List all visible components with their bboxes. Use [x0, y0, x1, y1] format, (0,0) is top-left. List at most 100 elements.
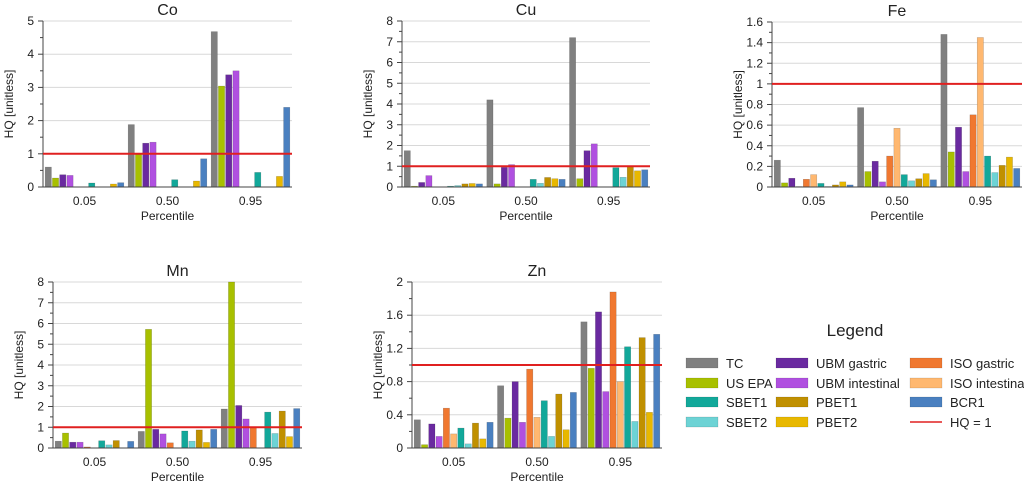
bar-zn-0.95-ubm-gastric: [595, 311, 602, 449]
bar-fe-0.95-iso-intestinal: [976, 37, 984, 188]
legend-label: UBM gastric: [816, 356, 887, 371]
bar-fe-0.05-ubm-gastric: [788, 177, 796, 188]
y-tick-label: 0.8: [386, 375, 403, 389]
bar-mn-0.95-pbet1: [278, 410, 286, 449]
legend-swatch: [775, 396, 809, 408]
bar-fe-0.95-ubm-intestinal: [962, 171, 970, 188]
chart-title: Fe: [888, 3, 907, 20]
x-tick-label: 0.05: [432, 194, 456, 208]
bar-zn-0.50-iso-intestinal: [533, 417, 541, 449]
y-axis-label: HQ [unitless]: [361, 70, 375, 139]
y-tick-label: 1.6: [746, 15, 763, 29]
y-tick-label: 3: [27, 80, 34, 94]
bar-co-0.95-bcr1: [283, 107, 291, 188]
y-tick-label: 1.4: [746, 36, 763, 50]
bar-mn-0.95-sbet1: [264, 411, 272, 449]
legend-swatch: [775, 416, 809, 428]
legend-label: PBET2: [816, 415, 857, 430]
bar-zn-0.50-tc: [497, 385, 505, 449]
x-axis-label: Percentile: [151, 470, 205, 484]
bar-zn-0.50-ubm-intestinal: [519, 422, 526, 449]
bar-fe-0.50-ubm-gastric: [871, 160, 879, 188]
bar-mn-0.95-pbet2: [286, 436, 293, 449]
legend-label: SBET1: [726, 395, 767, 410]
bar-fe-0.95-bcr1: [1013, 168, 1021, 188]
bar-mn-0.50-bcr1: [210, 429, 218, 449]
bar-mn-0.50-ubm-intestinal: [159, 433, 167, 449]
legend-item-ubm-intestinal: UBM intestinal: [775, 376, 900, 391]
legend-item-pbet1: PBET1: [775, 395, 857, 410]
bar-co-0.95-ubm-intestinal: [232, 70, 240, 188]
bar-fe-0.95-sbet2: [991, 172, 999, 188]
bar-fe-0.50-pbet2: [922, 173, 930, 188]
bar-mn-0.05-us-epa: [62, 432, 69, 449]
bar-zn-0.95-iso-intestinal: [616, 381, 624, 449]
y-tick-label: 6: [386, 56, 393, 70]
bar-zn-0.95-bcr1: [653, 334, 661, 449]
x-axis-label: Percentile: [510, 470, 564, 484]
bar-cu-0.50-bcr1: [558, 179, 566, 188]
y-tick-label: 4: [37, 358, 44, 372]
bar-zn-0.50-sbet1: [540, 400, 548, 449]
bar-cu-0.05-tc: [403, 150, 411, 188]
x-tick-label: 0.05: [73, 194, 97, 208]
bar-zn-0.95-sbet1: [624, 346, 631, 449]
legend-item-sbet1: SBET1: [685, 395, 767, 410]
bar-fe-0.50-pbet1: [915, 178, 923, 188]
bar-co-0.50-us-epa: [135, 154, 142, 188]
x-tick-label: 0.05: [83, 455, 107, 469]
bar-fe-0.50-ubm-intestinal: [879, 181, 886, 188]
y-axis-label: HQ [unitless]: [2, 70, 16, 139]
y-tick-label: 0: [37, 441, 44, 455]
y-tick-label: 5: [37, 337, 44, 351]
bar-cu-0.50-pbet2: [551, 178, 559, 188]
bar-zn-0.95-pbet1: [638, 337, 646, 449]
legend-swatch: [685, 416, 719, 428]
bar-zn-0.05-iso-gastric: [443, 407, 450, 449]
y-tick-label: 6: [37, 317, 44, 331]
legend-swatch: [685, 396, 719, 408]
y-tick-label: 2: [386, 139, 393, 153]
y-tick-label: 0.6: [746, 118, 763, 132]
y-tick-label: 8: [37, 275, 44, 289]
bar-zn-0.50-us-epa: [504, 417, 512, 449]
bar-fe-0.05-sbet1: [817, 183, 825, 188]
bar-mn-0.50-ubm-gastric: [152, 429, 160, 449]
chart-title: Mn: [166, 263, 188, 280]
legend-label: UBM intestinal: [816, 376, 900, 391]
y-axis-label: HQ [unitless]: [371, 331, 385, 400]
bar-co-0.05-tc: [44, 166, 52, 188]
legend-item-pbet2: PBET2: [775, 415, 857, 430]
bar-zn-0.05-pbet1: [472, 422, 479, 449]
bar-mn-0.95-bcr1: [293, 408, 301, 449]
bar-fe-0.50-bcr1: [929, 179, 937, 188]
x-tick-label: 0.95: [597, 194, 621, 208]
bar-fe-0.05-iso-intestinal: [810, 174, 818, 188]
bar-cu-0.50-pbet1: [544, 177, 552, 188]
bar-cu-0.95-bcr1: [641, 169, 649, 188]
bar-fe-0.05-iso-gastric: [803, 179, 810, 188]
y-tick-label: 2: [27, 114, 34, 128]
y-tick-label: 4: [386, 97, 393, 111]
x-tick-label: 0.50: [885, 194, 909, 208]
bar-zn-0.50-pbet1: [555, 393, 563, 449]
y-tick-label: 1: [386, 159, 393, 173]
bar-zn-0.05-sbet2: [464, 443, 472, 449]
y-tick-label: 1.2: [746, 56, 763, 70]
y-tick-label: 4: [27, 47, 34, 61]
chart-mn: Mn 0 1 2 3 4 5 6 7 8 0.05 0.50 0.95 Percentile HQ [uni…: [12, 263, 302, 484]
x-tick-label: 0.95: [239, 194, 263, 208]
bar-mn-0.50-us-epa: [145, 329, 152, 449]
x-axis-label: Percentile: [141, 209, 195, 223]
y-tick-label: 0: [386, 180, 393, 194]
legend-item-sbet2: SBET2: [685, 415, 767, 430]
bar-fe-0.05-pbet2: [839, 181, 847, 188]
bar-co-0.05-ubm-gastric: [59, 174, 67, 188]
bar-mn-0.05-tc: [54, 440, 62, 449]
legend-swatch: [775, 357, 809, 369]
legend-label: ISO gastric: [950, 356, 1015, 371]
bar-zn-0.05-tc: [413, 419, 421, 449]
bar-co-0.50-bcr1: [200, 158, 208, 188]
bar-zn-0.50-pbet2: [562, 429, 570, 449]
